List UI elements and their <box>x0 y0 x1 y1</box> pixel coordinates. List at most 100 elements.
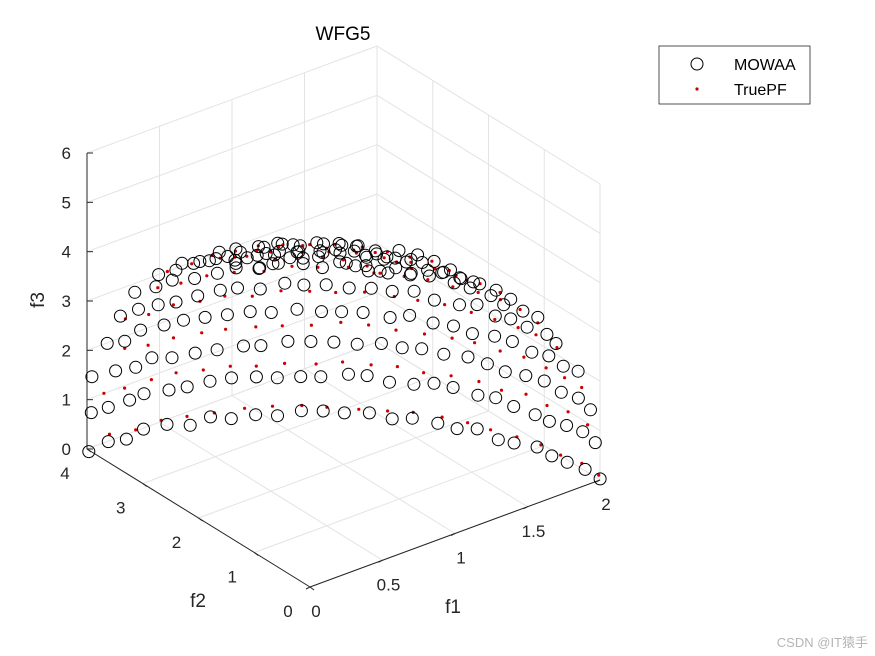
truepf-point <box>171 303 175 307</box>
truepf-point <box>498 349 502 353</box>
z-tick-label: 1 <box>62 391 71 410</box>
mowaa-point <box>249 408 263 422</box>
mowaa-point <box>312 250 326 264</box>
mowaa-point <box>549 337 563 350</box>
mowaa-point <box>471 388 485 402</box>
mowaa-point <box>465 327 479 341</box>
truepf-point <box>201 368 205 372</box>
mowaa-point <box>252 240 265 254</box>
mowaa-point <box>259 247 273 260</box>
truepf-point <box>190 262 194 266</box>
mowaa-point <box>128 285 142 299</box>
mowaa-point <box>286 238 300 252</box>
mowaa-point <box>333 246 347 260</box>
truepf-point <box>469 310 473 314</box>
mowaa-point <box>507 400 521 413</box>
mowaa-point <box>134 323 148 337</box>
mowaa-point <box>229 242 243 256</box>
mowaa-point <box>294 404 308 418</box>
mowaa-point <box>373 264 387 278</box>
mowaa-point <box>315 305 328 319</box>
mowaa-point <box>268 248 281 262</box>
truepf-point <box>205 274 209 278</box>
mowaa-point <box>240 251 254 265</box>
truepf-point <box>489 428 493 432</box>
legend-marker-truepf <box>695 87 699 91</box>
mowaa-point <box>480 357 494 371</box>
mowaa-point <box>310 236 324 250</box>
mowaa-point <box>319 278 333 292</box>
truepf-point <box>179 281 183 285</box>
mowaa-point <box>356 306 370 319</box>
mowaa-point <box>333 255 347 269</box>
z-tick-label: 0 <box>62 440 71 459</box>
grid-line-floor-y <box>142 376 433 484</box>
y-tick-mark <box>253 552 259 556</box>
mowaa-point <box>220 308 234 322</box>
truepf-point <box>341 360 345 364</box>
mowaa-point <box>560 419 574 432</box>
grid <box>86 45 601 588</box>
truepf-point <box>270 404 275 408</box>
mowaa-point <box>229 261 243 275</box>
mowaa-point <box>377 252 391 266</box>
mowaa-point <box>249 370 263 384</box>
mowaa-point <box>421 263 435 277</box>
grid-line-wall-yz <box>376 193 601 333</box>
mowaa-point <box>504 292 518 306</box>
mowaa-point <box>210 343 224 357</box>
mowaa-point <box>516 304 530 318</box>
mowaa-point <box>188 346 202 360</box>
mowaa-point <box>426 316 440 330</box>
mowaa-point <box>82 445 96 459</box>
mowaa-point <box>213 283 227 297</box>
truepf-point <box>308 289 312 293</box>
mowaa-point <box>554 385 568 399</box>
y-tick-label: 3 <box>116 499 125 518</box>
truepf-point <box>422 371 426 375</box>
mowaa-point <box>281 334 295 348</box>
truepf-point <box>156 286 160 290</box>
truepf-point <box>426 278 430 282</box>
mowaa-point <box>101 400 115 414</box>
truepf-point <box>449 374 453 378</box>
legend-box <box>658 45 811 105</box>
mowaa-point <box>229 256 243 270</box>
mowaa-point <box>380 250 394 264</box>
truepf-point <box>280 324 284 328</box>
mowaa-point <box>370 247 384 261</box>
mowaa-point <box>165 273 179 287</box>
mowaa-point <box>560 455 574 469</box>
mowaa-point <box>317 237 330 251</box>
mowaa-point <box>491 433 505 447</box>
mowaa-point <box>297 278 311 292</box>
mowaa-point <box>453 298 466 312</box>
truepf-point <box>363 290 367 294</box>
grid-line-wall-xz <box>86 45 378 154</box>
mowaa-point <box>395 341 409 355</box>
grid-line-floor-y <box>254 445 545 553</box>
mowaa-point <box>484 289 498 303</box>
x-tick-label: 0 <box>311 602 320 621</box>
truepf-point <box>534 333 538 337</box>
grid-line-wall-xz <box>86 144 378 253</box>
mowaa-point <box>119 432 133 446</box>
mowaa-point <box>392 244 406 257</box>
mowaa-point <box>278 276 292 290</box>
mowaa-point <box>415 342 429 356</box>
mowaa-point <box>342 281 356 295</box>
mowaa-point <box>253 282 267 296</box>
mowaa-point <box>385 412 399 426</box>
grid-line-wall-xz <box>86 193 378 302</box>
mowaa-point <box>422 269 436 283</box>
mowaa-point <box>313 244 327 258</box>
truepf-point <box>395 365 399 369</box>
truepf-point <box>386 409 390 413</box>
mowaa-point <box>183 418 197 432</box>
mowaa-point <box>221 250 235 263</box>
x-tick-mark <box>305 586 311 590</box>
truepf-point <box>477 379 481 384</box>
mowaa-point <box>446 381 460 394</box>
mowaa-point <box>337 406 351 420</box>
truepf-point <box>563 376 567 380</box>
